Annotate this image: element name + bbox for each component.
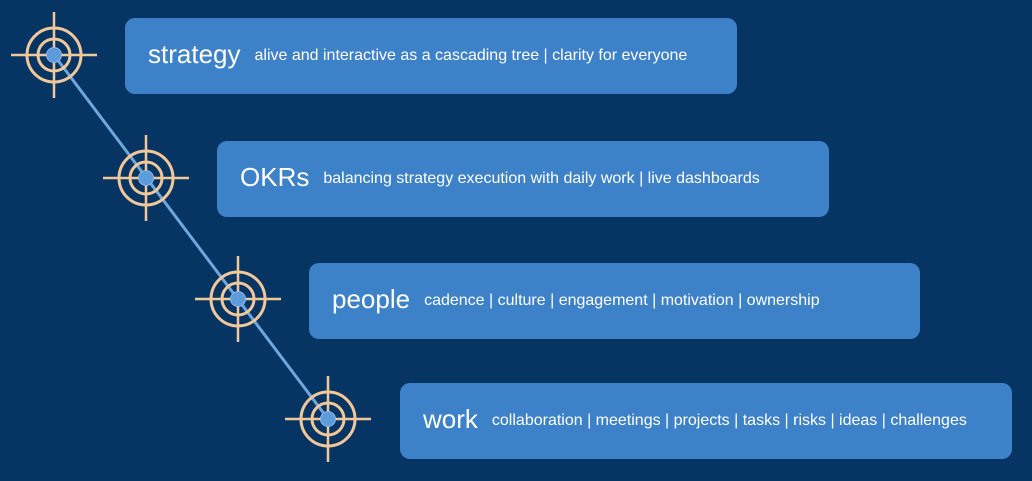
card-title-okrs: OKRs <box>240 162 310 192</box>
card-description-people: cadence | culture | engagement | motivat… <box>424 292 820 309</box>
card-okrs: OKRs balancing strategy execution with d… <box>217 141 829 217</box>
card-description-work: collaboration | meetings | projects | ta… <box>491 412 967 429</box>
card-title-people: people <box>332 284 411 314</box>
card-description-okrs: balancing strategy execution with daily … <box>323 170 760 187</box>
card-people: people cadence | culture | engagement | … <box>309 263 920 339</box>
connector-line <box>52 53 330 421</box>
card-title-strategy: strategy <box>148 39 241 69</box>
target-icon <box>103 135 189 221</box>
target-icon <box>285 376 371 462</box>
card-work: work collaboration | meetings | projects… <box>400 383 1012 459</box>
card-title-work: work <box>423 404 478 434</box>
target-icon <box>11 12 97 98</box>
target-icon <box>195 256 281 342</box>
card-description-strategy: alive and interactive as a cascading tre… <box>254 47 688 64</box>
card-strategy: strategy alive and interactive as a casc… <box>125 18 737 94</box>
